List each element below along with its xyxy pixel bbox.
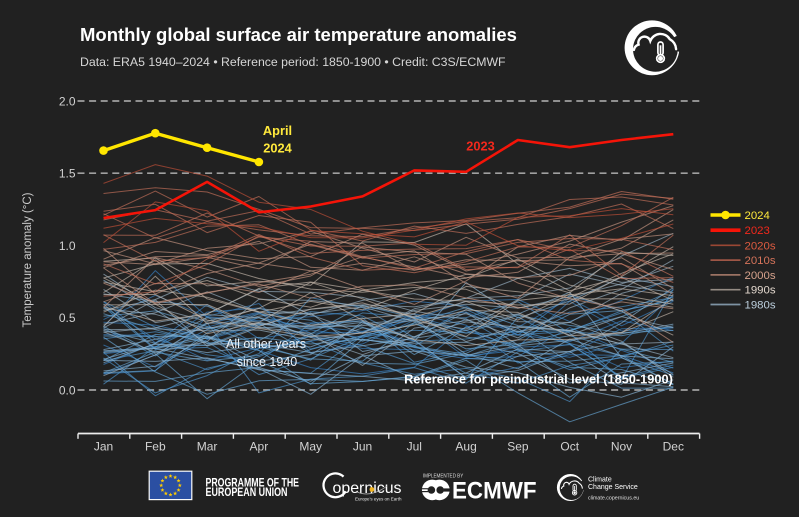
svg-text:Jul: Jul <box>407 439 422 453</box>
svg-text:EUROPEAN UNION: EUROPEAN UNION <box>206 487 288 499</box>
svg-text:1990s: 1990s <box>745 285 776 297</box>
svg-text:0.5: 0.5 <box>59 311 76 325</box>
svg-text:Data: ERA5 1940–2024 • Referen: Data: ERA5 1940–2024 • Reference period:… <box>80 55 506 69</box>
svg-text:opernicus: opernicus <box>333 480 402 497</box>
svg-text:Dec: Dec <box>663 439 684 453</box>
svg-text:climate.copernicus.eu: climate.copernicus.eu <box>588 496 639 502</box>
svg-text:Aug: Aug <box>455 439 476 453</box>
svg-text:May: May <box>299 439 322 453</box>
svg-text:2010s: 2010s <box>745 255 776 267</box>
svg-text:Europe’s eyes on Earth: Europe’s eyes on Earth <box>355 497 402 502</box>
svg-text:Feb: Feb <box>145 439 166 453</box>
svg-text:2023: 2023 <box>466 139 494 154</box>
svg-text:0.0: 0.0 <box>59 383 76 397</box>
svg-text:Sep: Sep <box>507 439 529 453</box>
svg-text:Jun: Jun <box>353 439 372 453</box>
svg-text:Temperature anomaly (°C): Temperature anomaly (°C) <box>22 192 34 327</box>
svg-text:since 1940: since 1940 <box>237 355 298 369</box>
svg-text:Change Service: Change Service <box>588 484 638 491</box>
svg-text:Monthly global surface air tem: Monthly global surface air temperature a… <box>80 24 517 45</box>
svg-text:2024: 2024 <box>263 141 292 156</box>
svg-text:1980s: 1980s <box>745 300 776 312</box>
svg-text:2024: 2024 <box>745 210 770 222</box>
svg-text:Reference for preindustrial le: Reference for preindustrial level (1850-… <box>404 372 673 387</box>
svg-text:2020s: 2020s <box>745 240 776 252</box>
svg-text:Oct: Oct <box>560 439 579 453</box>
svg-text:Jan: Jan <box>94 439 113 453</box>
svg-text:Apr: Apr <box>250 439 269 453</box>
svg-text:2023: 2023 <box>745 225 770 237</box>
svg-text:2.0: 2.0 <box>59 94 76 108</box>
svg-text:2000s: 2000s <box>745 270 776 282</box>
svg-text:Climate: Climate <box>588 476 612 483</box>
svg-text:IMPLEMENTED BY: IMPLEMENTED BY <box>423 474 464 480</box>
svg-text:All other years: All other years <box>226 337 306 351</box>
svg-text:1.0: 1.0 <box>59 239 76 253</box>
svg-text:PROGRAMME OF THE: PROGRAMME OF THE <box>206 477 300 489</box>
svg-text:Nov: Nov <box>611 439 632 453</box>
svg-text:April: April <box>263 123 292 138</box>
svg-text:Mar: Mar <box>197 439 218 453</box>
svg-text:ECMWF: ECMWF <box>452 478 537 505</box>
svg-text:1.5: 1.5 <box>59 167 76 181</box>
